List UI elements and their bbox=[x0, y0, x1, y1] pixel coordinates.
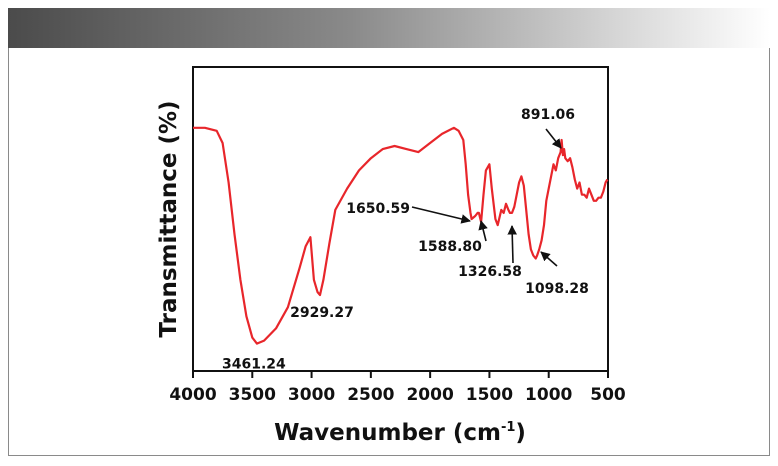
peak-arrow-1588-80 bbox=[481, 221, 486, 241]
peak-label-2929-27: 2929.27 bbox=[290, 305, 354, 321]
peak-label-3461-24: 3461.24 bbox=[222, 357, 286, 373]
x-tick-label-1500: 1500 bbox=[466, 385, 513, 405]
x-tick-label-1000: 1000 bbox=[525, 385, 572, 405]
spectrum-line bbox=[193, 128, 607, 344]
x-tick-label-500: 500 bbox=[590, 385, 626, 405]
x-axis-tick-labels: 4000 3500 3000 2500 2000 1500 1000 500 bbox=[169, 385, 626, 405]
peak-arrow-1098-28 bbox=[541, 252, 557, 266]
peak-label-1098-28: 1098.28 bbox=[525, 281, 589, 297]
x-tick-label-2000: 2000 bbox=[406, 385, 453, 405]
peak-label-891-06: 891.06 bbox=[521, 107, 575, 123]
peak-label-1650-59: 1650.59 bbox=[346, 201, 410, 217]
x-tick-label-4000: 4000 bbox=[169, 385, 216, 405]
x-tick-label-3500: 3500 bbox=[229, 385, 276, 405]
x-axis-title: Wavenumber (cm-1) bbox=[274, 420, 526, 446]
peak-arrow-1650-59 bbox=[412, 207, 470, 221]
peak-label-1326-58: 1326.58 bbox=[458, 264, 522, 280]
peak-label-1588-80: 1588.80 bbox=[418, 239, 482, 255]
x-tick-label-2500: 2500 bbox=[347, 385, 394, 405]
peak-arrow-891-06 bbox=[546, 129, 561, 148]
peak-annotations: 3461.24 2929.27 1650.59 1588.80 1326.581098.… bbox=[222, 107, 589, 373]
x-tick-label-3000: 3000 bbox=[288, 385, 335, 405]
peak-arrow-1326-58 bbox=[512, 226, 513, 263]
y-axis-title: Transmittance (%) bbox=[156, 100, 182, 337]
